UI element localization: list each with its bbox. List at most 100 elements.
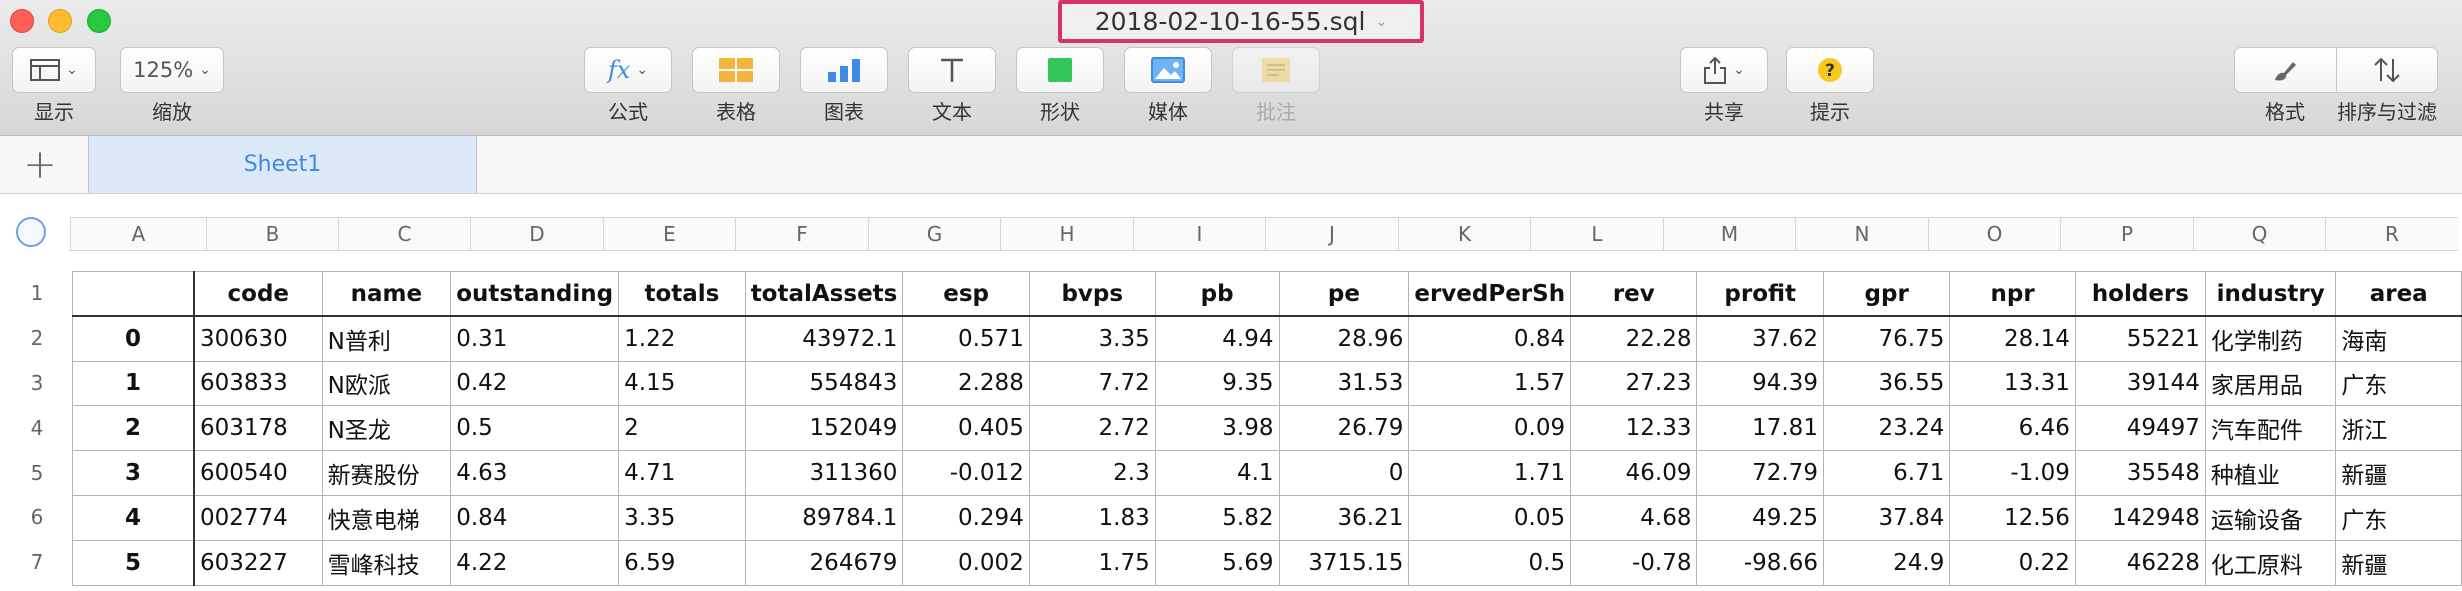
table-cell[interactable]: 002774	[193, 494, 323, 541]
table-cell[interactable]: -0.78	[1570, 539, 1698, 586]
table-cell[interactable]: 142948	[2074, 494, 2206, 541]
add-sheet-button[interactable]: +	[23, 141, 57, 188]
column-header[interactable]: H	[1000, 218, 1133, 250]
zoom-select[interactable]: 125% ⌄	[120, 47, 224, 93]
table-cell[interactable]: 2.288	[902, 360, 1030, 407]
table-cell[interactable]: 49.25	[1696, 494, 1824, 541]
table-cell[interactable]: 554843	[744, 360, 904, 407]
table-cell[interactable]: 6.59	[618, 539, 746, 586]
column-header[interactable]: N	[1795, 218, 1928, 250]
table-cell[interactable]: 600540	[193, 450, 323, 496]
row-header[interactable]: 4	[30, 415, 44, 440]
table-cell[interactable]: 0.84	[450, 494, 620, 541]
table-cell[interactable]: 28.14	[1949, 315, 2076, 362]
table-cell[interactable]: 13.31	[1949, 360, 2076, 407]
table-cell[interactable]: 0.5	[450, 405, 620, 452]
table-header-cell[interactable]: ervedPerSh	[1408, 271, 1572, 318]
table-header-cell[interactable]: name	[321, 271, 452, 318]
column-header[interactable]: K	[1398, 218, 1530, 250]
tab-sheet1[interactable]: Sheet1	[88, 136, 477, 193]
table-cell[interactable]: 5.69	[1154, 539, 1280, 586]
chart-button[interactable]	[800, 47, 888, 93]
table-cell[interactable]: 3.35	[618, 494, 746, 541]
table-cell[interactable]: 化工原料	[2204, 539, 2337, 586]
table-cell[interactable]: 0.405	[902, 405, 1030, 452]
column-header[interactable]: J	[1265, 218, 1398, 250]
table-cell[interactable]: N普利	[321, 315, 452, 362]
table-cell[interactable]: 广东	[2335, 360, 2462, 407]
table-cell[interactable]: 37.84	[1822, 494, 1951, 541]
shape-button[interactable]	[1016, 47, 1104, 93]
table-cell[interactable]: 603227	[193, 539, 323, 586]
table-cell[interactable]: 23.24	[1822, 405, 1951, 452]
table-cell[interactable]: 55221	[2074, 315, 2206, 362]
table-header-cell[interactable]: bvps	[1028, 271, 1156, 318]
table-cell[interactable]: 4.71	[618, 450, 746, 496]
column-header[interactable]: F	[735, 218, 868, 250]
table-cell[interactable]: 46.09	[1570, 450, 1698, 496]
table-cell[interactable]: 4.1	[1154, 450, 1280, 496]
zoom-window-button[interactable]	[87, 9, 111, 33]
table-cell[interactable]: 264679	[744, 539, 904, 586]
table-cell[interactable]: 0.002	[902, 539, 1030, 586]
column-header[interactable]: A	[70, 218, 206, 250]
comment-button[interactable]	[1232, 47, 1320, 93]
table-cell[interactable]: 0.5	[1408, 539, 1572, 586]
table-cell[interactable]: -1.09	[1949, 450, 2076, 496]
column-header[interactable]: E	[603, 218, 735, 250]
row-header[interactable]: 7	[30, 550, 44, 575]
table-header-cell[interactable]: industry	[2204, 271, 2337, 318]
table-cell[interactable]: 快意电梯	[321, 494, 452, 541]
table-cell[interactable]: 2.72	[1028, 405, 1156, 452]
table-cell[interactable]: 6.71	[1822, 450, 1951, 496]
table-header-cell[interactable]	[71, 271, 195, 318]
table-cell[interactable]: 39144	[2074, 360, 2206, 407]
table-cell[interactable]: 1.83	[1028, 494, 1156, 541]
table-cell[interactable]: 7.72	[1028, 360, 1156, 407]
table-cell[interactable]: 3715.15	[1278, 539, 1410, 586]
column-header[interactable]: Q	[2193, 218, 2325, 250]
table-cell[interactable]: 浙江	[2335, 405, 2462, 452]
column-header[interactable]: D	[470, 218, 603, 250]
table-header-cell[interactable]: esp	[902, 271, 1030, 318]
format-button[interactable]	[2235, 48, 2337, 92]
table-cell[interactable]: 新疆	[2335, 539, 2462, 586]
column-header[interactable]: B	[206, 218, 338, 250]
column-header[interactable]: L	[1530, 218, 1663, 250]
table-cell[interactable]: 31.53	[1278, 360, 1410, 407]
table-cell[interactable]: 43972.1	[744, 315, 904, 362]
table-cell[interactable]: 0	[1278, 450, 1410, 496]
table-header-cell[interactable]: npr	[1949, 271, 2076, 318]
share-button[interactable]: ⌄	[1680, 47, 1768, 93]
table-cell[interactable]: 3	[71, 450, 195, 496]
table-cell[interactable]: 76.75	[1822, 315, 1951, 362]
table-cell[interactable]: 5	[71, 539, 195, 586]
minimize-window-button[interactable]	[48, 9, 72, 33]
table-cell[interactable]: -98.66	[1696, 539, 1824, 586]
table-cell[interactable]: 36.55	[1822, 360, 1951, 407]
table-cell[interactable]: 4.94	[1154, 315, 1280, 362]
table-cell[interactable]: 1.57	[1408, 360, 1572, 407]
table-header-cell[interactable]: rev	[1570, 271, 1698, 318]
row-header[interactable]: 6	[30, 505, 44, 530]
table-cell[interactable]: 603178	[193, 405, 323, 452]
column-header[interactable]: R	[2325, 218, 2458, 250]
table-cell[interactable]: 27.23	[1570, 360, 1698, 407]
row-header[interactable]: 1	[30, 281, 44, 306]
table-cell[interactable]: 1.22	[618, 315, 746, 362]
table-cell[interactable]: -0.012	[902, 450, 1030, 496]
column-header[interactable]: I	[1133, 218, 1265, 250]
table-cell[interactable]: 26.79	[1278, 405, 1410, 452]
table-cell[interactable]: 家居用品	[2204, 360, 2337, 407]
table-cell[interactable]: 4	[71, 494, 195, 541]
select-all-button[interactable]	[16, 217, 46, 247]
table-cell[interactable]: 36.21	[1278, 494, 1410, 541]
table-cell[interactable]: 6.46	[1949, 405, 2076, 452]
table-cell[interactable]: 49497	[2074, 405, 2206, 452]
table-cell[interactable]: 1.75	[1028, 539, 1156, 586]
table-cell[interactable]: 0.42	[450, 360, 620, 407]
table-header-cell[interactable]: profit	[1696, 271, 1824, 318]
table-cell[interactable]: N圣龙	[321, 405, 452, 452]
table-cell[interactable]: 37.62	[1696, 315, 1824, 362]
table-cell[interactable]: 广东	[2335, 494, 2462, 541]
